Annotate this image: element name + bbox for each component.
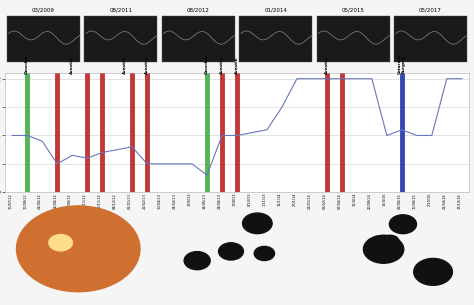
Text: Avastin: Avastin	[145, 56, 149, 74]
Text: 08/2011: 08/2011	[109, 7, 132, 13]
FancyBboxPatch shape	[317, 16, 390, 62]
Text: Avastin: Avastin	[123, 56, 127, 74]
Text: 05/2017: 05/2017	[419, 7, 442, 13]
Circle shape	[208, 219, 242, 243]
Text: Ozurdex: Ozurdex	[205, 55, 209, 74]
Text: Avastin: Avastin	[325, 56, 329, 74]
Text: 03/2009: 03/2009	[32, 7, 55, 13]
Circle shape	[394, 214, 429, 239]
Text: Avastin: Avastin	[220, 56, 224, 74]
Text: Avastin: Avastin	[70, 56, 74, 74]
Text: 05/2015: 05/2015	[342, 7, 365, 13]
Circle shape	[351, 264, 389, 290]
Text: Avastin: Avastin	[235, 56, 239, 74]
FancyBboxPatch shape	[162, 16, 235, 62]
Circle shape	[404, 233, 420, 244]
Text: 08/2012: 08/2012	[187, 7, 210, 13]
Circle shape	[384, 267, 419, 290]
FancyBboxPatch shape	[239, 16, 312, 62]
FancyBboxPatch shape	[7, 16, 80, 62]
Text: 01/2014: 01/2014	[264, 7, 287, 13]
FancyBboxPatch shape	[394, 16, 467, 62]
FancyBboxPatch shape	[84, 16, 157, 62]
Circle shape	[17, 206, 140, 292]
Text: Ozurdex: Ozurdex	[25, 55, 29, 74]
Circle shape	[49, 235, 73, 251]
Text: Cataract
Surgery: Cataract Surgery	[398, 54, 406, 74]
Circle shape	[254, 209, 297, 239]
Circle shape	[208, 269, 236, 288]
Circle shape	[238, 224, 282, 254]
